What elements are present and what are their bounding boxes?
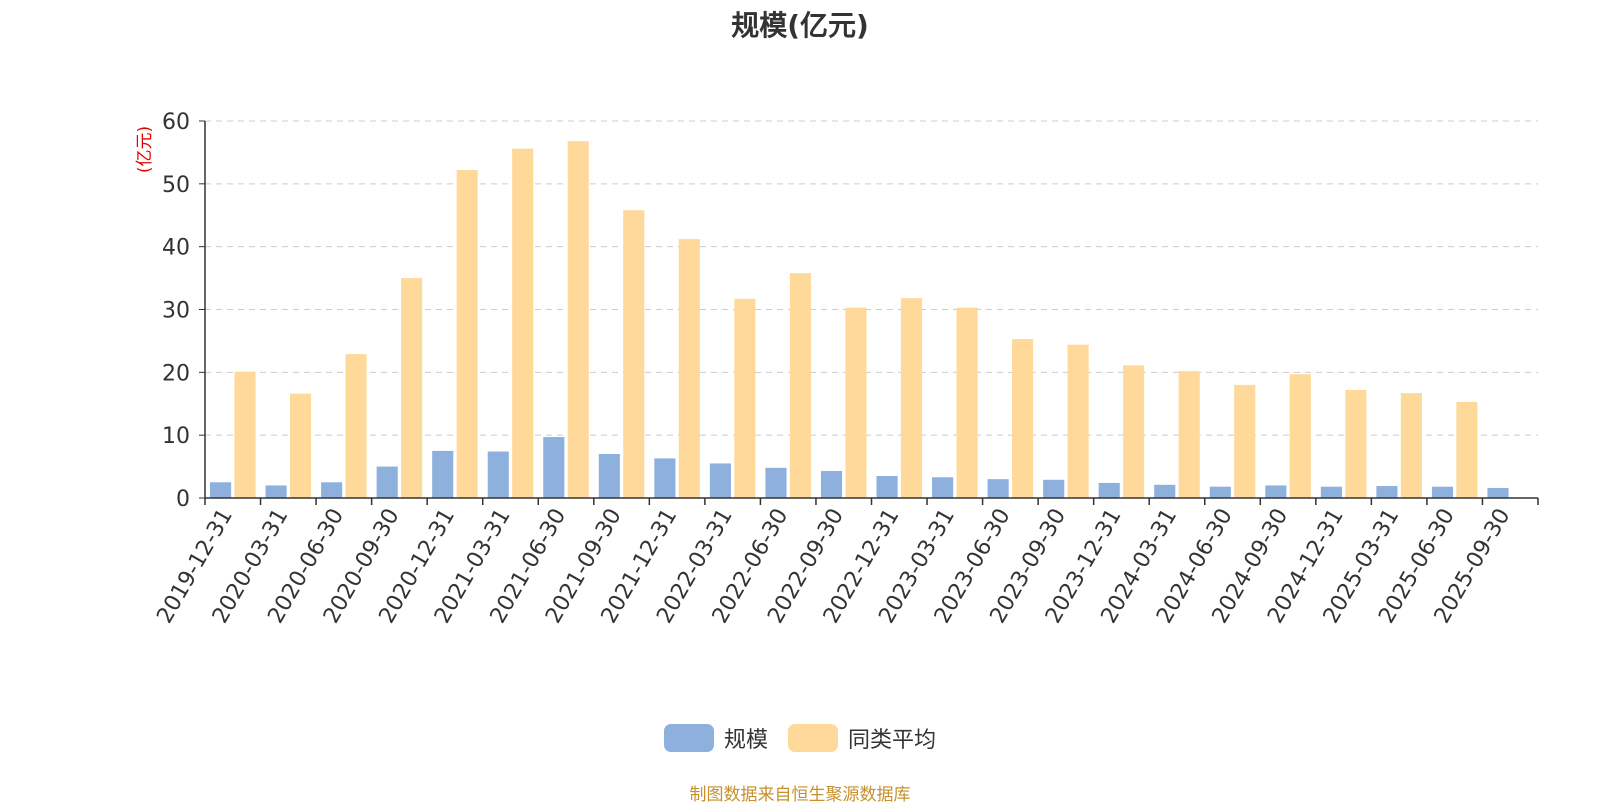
legend-item-peer-average[interactable]: 同类平均 — [788, 722, 936, 754]
bar-peer-average-2024-06-30 — [1234, 384, 1256, 498]
y-tick-label: 60 — [162, 110, 190, 135]
bar-scale-2024-09-30 — [1265, 485, 1287, 498]
bar-scale-2020-06-30 — [321, 482, 343, 498]
y-tick-label: 50 — [162, 173, 190, 198]
bar-scale-2024-12-31 — [1320, 486, 1342, 498]
chart-legend: 规模 同类平均 — [0, 722, 1600, 754]
y-tick-label: 30 — [162, 299, 190, 324]
legend-swatch-scale — [663, 724, 714, 752]
bar-scale-2022-09-30 — [820, 470, 843, 498]
bar-peer-average-2023-06-30 — [1012, 339, 1034, 498]
bar-peer-average-2022-09-30 — [845, 307, 867, 498]
bar-scale-2022-03-31 — [709, 463, 731, 498]
bar-peer-average-2023-12-31 — [1123, 365, 1145, 498]
bar-scale-2020-12-31 — [432, 450, 454, 498]
bar-peer-average-2021-06-30 — [567, 141, 589, 498]
y-axis-title: (亿元) — [135, 126, 155, 173]
bar-peer-average-2020-06-30 — [345, 354, 367, 498]
bar-scale-2023-09-30 — [1043, 479, 1065, 498]
legend-label-scale: 规模 — [723, 728, 768, 753]
bar-scale-2021-03-31 — [487, 451, 509, 498]
bar-peer-average-2024-09-30 — [1289, 374, 1311, 498]
legend-label-peer-average: 同类平均 — [848, 728, 937, 753]
chart-title: 规模(亿元) — [731, 9, 869, 42]
bar-peer-average-2022-12-31 — [900, 298, 923, 498]
bar-scale-2023-12-31 — [1098, 482, 1120, 498]
legend-swatch-peer-average — [788, 724, 838, 752]
y-tick-label: 20 — [162, 361, 190, 386]
bar-peer-average-2019-12-31 — [234, 371, 256, 498]
bar-scale-2022-12-31 — [876, 476, 898, 498]
bar-peer-average-2024-03-31 — [1178, 371, 1200, 498]
bar-scale-2021-12-31 — [654, 458, 676, 498]
y-tick-label: 40 — [162, 236, 190, 261]
y-tick-label: 0 — [176, 487, 190, 512]
bar-scale-2022-06-30 — [765, 467, 787, 498]
bar-scale-2025-03-31 — [1376, 486, 1398, 498]
bar-scale-2024-06-30 — [1209, 486, 1231, 498]
bar-peer-average-2021-12-31 — [678, 239, 700, 499]
bar-peer-average-2023-03-31 — [956, 307, 978, 498]
bar-peer-average-2025-06-30 — [1456, 401, 1478, 498]
bar-scale-2019-12-31 — [209, 482, 232, 498]
bar-peer-average-2024-12-31 — [1345, 389, 1367, 498]
source-note: 制图数据来自恒生聚源数据库 — [689, 785, 911, 805]
bar-peer-average-2021-09-30 — [623, 210, 645, 498]
chart-plot: 0102030405060(亿元)2019-12-312020-03-31202… — [135, 110, 1539, 628]
bar-peer-average-2020-12-31 — [456, 170, 478, 498]
bar-scale-2020-03-31 — [265, 485, 287, 498]
bar-scale-2021-06-30 — [543, 437, 565, 498]
bar-scale-2025-06-30 — [1431, 486, 1454, 498]
bar-scale-2023-06-30 — [987, 479, 1009, 498]
bar-peer-average-2021-03-31 — [512, 148, 534, 498]
bar-scale-2020-09-30 — [376, 466, 398, 498]
bar-peer-average-2023-09-30 — [1067, 344, 1089, 498]
bar-scale-2021-09-30 — [598, 454, 620, 498]
bar-scale-2024-03-31 — [1154, 484, 1176, 498]
bar-peer-average-2020-09-30 — [401, 278, 423, 498]
bar-peer-average-2020-03-31 — [289, 393, 312, 498]
bar-peer-average-2025-03-31 — [1400, 393, 1422, 498]
bar-peer-average-2022-03-31 — [734, 298, 756, 498]
legend-item-scale[interactable]: 规模 — [663, 722, 768, 754]
bar-scale-2025-09-30 — [1487, 487, 1509, 498]
bar-scale-2023-03-31 — [932, 477, 954, 498]
bar-peer-average-2022-06-30 — [789, 273, 811, 498]
y-tick-label: 10 — [162, 424, 190, 449]
